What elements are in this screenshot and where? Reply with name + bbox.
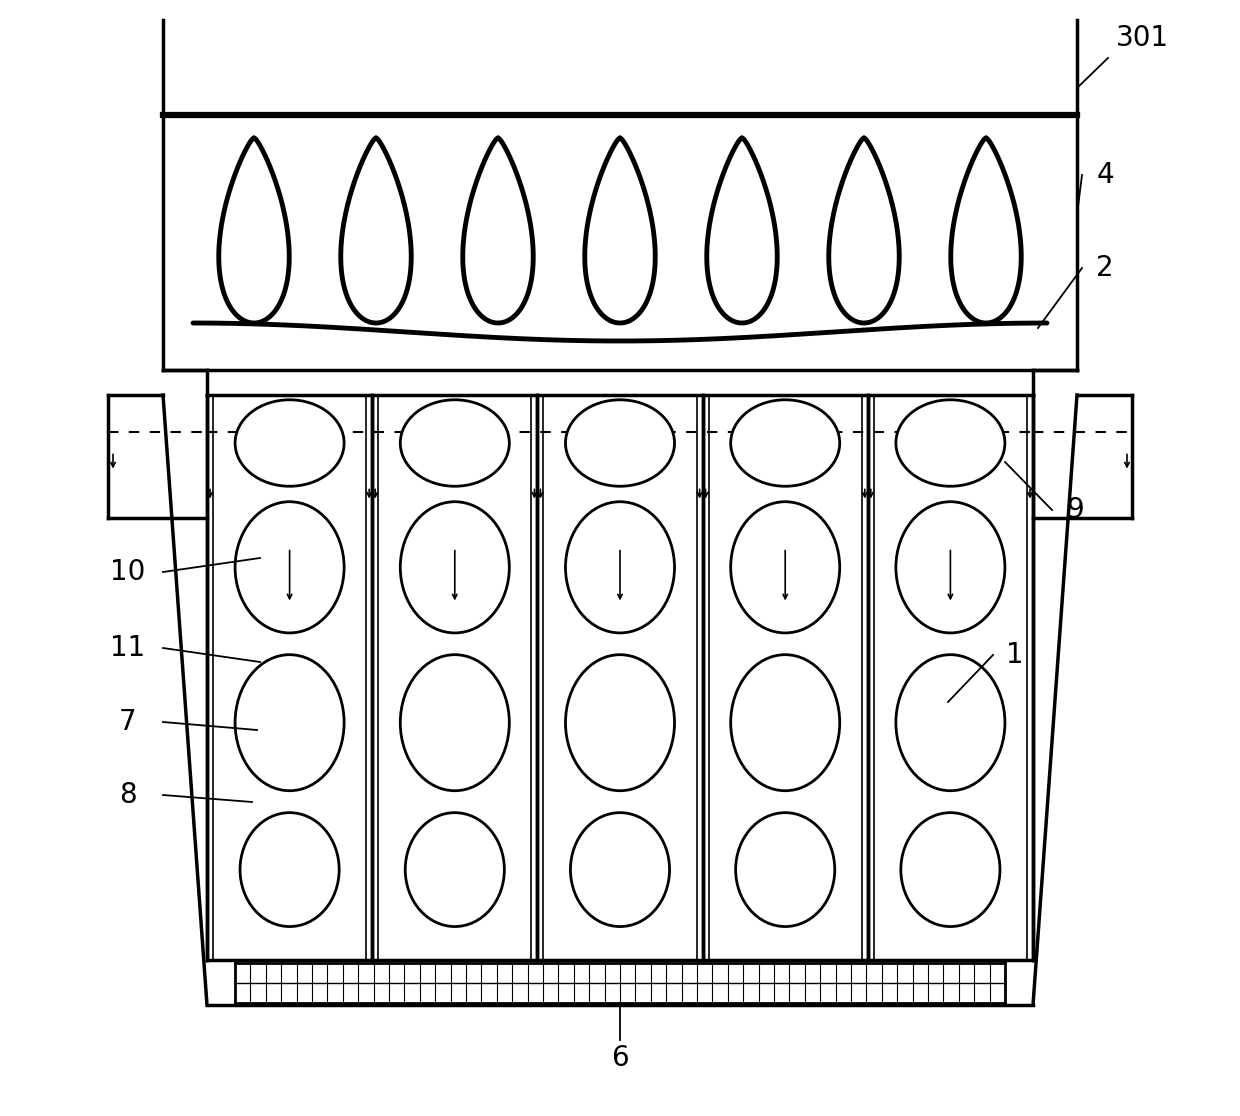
- Ellipse shape: [730, 400, 839, 487]
- Ellipse shape: [735, 812, 835, 926]
- Ellipse shape: [895, 502, 1004, 633]
- Text: 8: 8: [119, 781, 136, 809]
- Polygon shape: [236, 963, 1004, 1003]
- Ellipse shape: [401, 502, 510, 633]
- Text: 2: 2: [1096, 254, 1114, 282]
- Text: 1: 1: [1006, 641, 1024, 668]
- Text: 6: 6: [611, 1043, 629, 1072]
- Text: 11: 11: [110, 634, 145, 662]
- Text: 4: 4: [1096, 161, 1114, 189]
- Text: 9: 9: [1066, 496, 1084, 525]
- Ellipse shape: [570, 812, 670, 926]
- Polygon shape: [162, 115, 1078, 371]
- Ellipse shape: [895, 400, 1004, 487]
- Text: 301: 301: [1116, 25, 1168, 52]
- Ellipse shape: [565, 655, 675, 791]
- Ellipse shape: [900, 812, 999, 926]
- Text: 7: 7: [119, 708, 136, 735]
- Ellipse shape: [241, 812, 340, 926]
- Ellipse shape: [895, 655, 1004, 791]
- Text: 10: 10: [110, 558, 145, 586]
- Ellipse shape: [405, 812, 505, 926]
- Ellipse shape: [236, 655, 345, 791]
- Ellipse shape: [236, 400, 345, 487]
- Polygon shape: [207, 395, 1033, 960]
- Ellipse shape: [401, 655, 510, 791]
- Ellipse shape: [401, 400, 510, 487]
- Ellipse shape: [236, 502, 345, 633]
- Ellipse shape: [730, 502, 839, 633]
- Ellipse shape: [565, 400, 675, 487]
- Ellipse shape: [565, 502, 675, 633]
- Ellipse shape: [730, 655, 839, 791]
